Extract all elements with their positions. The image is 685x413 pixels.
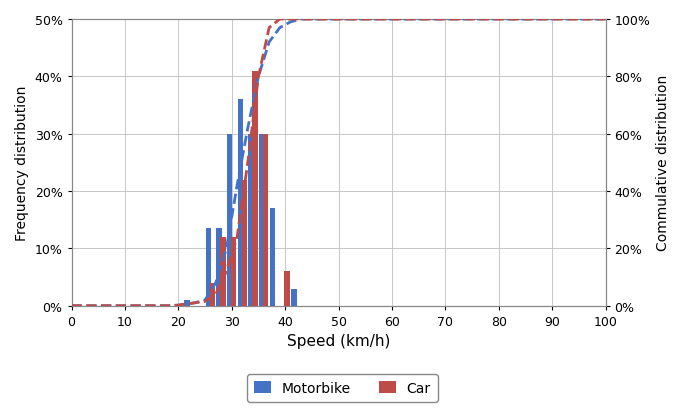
Y-axis label: Commulative distribution: Commulative distribution (656, 75, 670, 251)
Bar (291, 289, 297, 306)
Bar (242, 180, 247, 306)
Bar (206, 229, 211, 306)
Bar (238, 100, 243, 306)
Bar (221, 237, 226, 306)
Bar (231, 237, 236, 306)
Bar (216, 229, 222, 306)
Bar (227, 134, 232, 306)
Bar (249, 134, 254, 306)
Bar (210, 283, 215, 306)
Bar (259, 134, 264, 306)
Y-axis label: Frequency distribution: Frequency distribution (15, 85, 29, 240)
Bar (284, 272, 290, 306)
Legend: Motorbike, Car: Motorbike, Car (247, 374, 438, 402)
Bar (263, 134, 269, 306)
Bar (184, 300, 190, 306)
Bar (270, 209, 275, 306)
X-axis label: Speed (km/h): Speed (km/h) (287, 334, 390, 349)
Bar (253, 71, 258, 306)
